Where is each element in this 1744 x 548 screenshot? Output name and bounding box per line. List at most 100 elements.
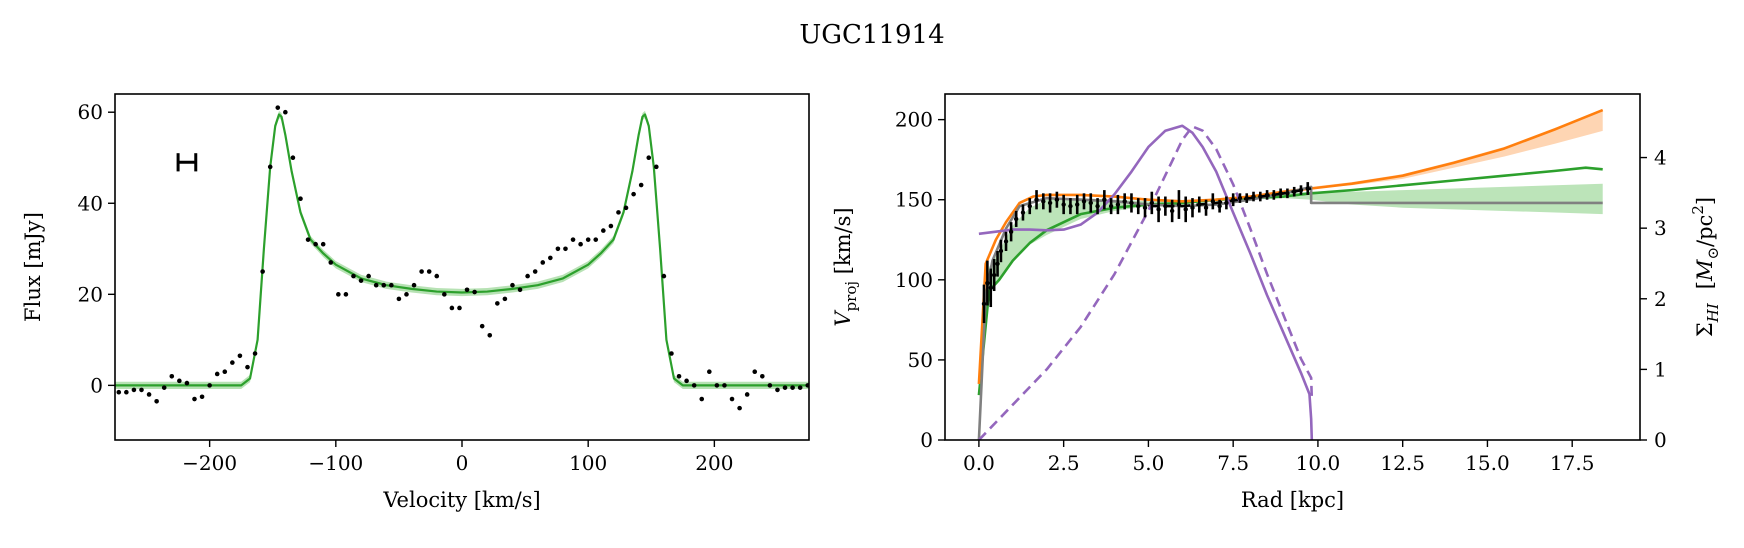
- flux-data-point: [260, 269, 265, 274]
- flux-data-point: [737, 405, 742, 411]
- flux-data-point: [555, 246, 561, 252]
- flux-data-point: [426, 269, 432, 274]
- rotation-data-point: [1136, 203, 1141, 209]
- rotation-data-point: [1156, 207, 1161, 212]
- uncertainty-band: [1311, 110, 1603, 189]
- figure-title: UGC11914: [799, 20, 945, 50]
- right-x-axis-label: Rad [kpc]: [1241, 488, 1344, 512]
- rotation-data-point: [1244, 195, 1249, 201]
- rotation-data-point: [1013, 216, 1019, 222]
- y2label-subscript: HI: [1704, 302, 1722, 323]
- flux-data-point: [252, 351, 258, 356]
- flux-data-point: [283, 109, 288, 115]
- flux-data-point: [563, 246, 568, 252]
- flux-data-point: [782, 385, 788, 390]
- rotation-data-point: [1237, 195, 1243, 201]
- y2label-unit-sup: 2: [1689, 205, 1707, 215]
- flux-data-point: [479, 323, 485, 329]
- rotation-data-point: [1190, 205, 1195, 210]
- rotation-data-point: [1230, 197, 1236, 202]
- flux-data-point: [222, 369, 228, 375]
- flux-data-point: [192, 396, 197, 402]
- left-plot-area: [115, 105, 809, 411]
- right-y-tick-label: 0: [920, 428, 933, 452]
- flux-data-point: [623, 205, 629, 211]
- rotation-data-points: [981, 182, 1310, 324]
- rotation-data-point: [1102, 197, 1107, 202]
- flux-data-point: [267, 164, 273, 170]
- right-y2-tick-label: 1: [1654, 357, 1667, 381]
- right-y-tick-label: 50: [908, 348, 933, 372]
- y2label-unit-symbol: M: [1693, 259, 1717, 282]
- right-y-tick-label: 100: [895, 268, 933, 292]
- right-x-tick-label: 7.5: [1217, 451, 1249, 475]
- right-y2-tick-label: 2: [1654, 287, 1667, 311]
- flux-data-point: [389, 282, 394, 288]
- rotation-data-point: [1095, 203, 1100, 209]
- flux-data-point: [502, 296, 508, 302]
- flux-data-point: [495, 301, 500, 306]
- rotation-data-point: [1163, 203, 1168, 209]
- flux-data-point: [510, 282, 515, 288]
- flux-data-point: [616, 210, 621, 215]
- rotation-data-point: [1047, 200, 1053, 206]
- flux-panel: −200 −100 0 100 200 0 20 40 60 Velocity [km/s] Flu…: [21, 93, 810, 512]
- flux-data-point: [154, 399, 159, 404]
- flux-data-point: [517, 287, 523, 293]
- flux-data-point: [199, 394, 205, 400]
- left-x-tick-label: 0: [456, 451, 469, 475]
- flux-data-point: [336, 292, 341, 297]
- y2label-unit-post: /pc: [1693, 215, 1717, 247]
- curve-line: [978, 124, 1314, 440]
- rotation-data-point: [1258, 194, 1263, 199]
- rotation-data-point: [1264, 192, 1270, 198]
- flux-data-point: [373, 282, 379, 288]
- rotation-data-point: [1278, 191, 1283, 196]
- rotation-data-point: [991, 272, 997, 278]
- right-y2-tick-label: 4: [1654, 146, 1667, 170]
- right-x-tick-label: 5.0: [1133, 451, 1165, 475]
- flux-data-point: [669, 351, 674, 356]
- rotation-data-point: [1169, 208, 1175, 214]
- rotation-data-point: [1129, 200, 1134, 206]
- flux-data-point: [298, 196, 303, 202]
- flux-data-point: [419, 269, 424, 274]
- flux-data-point: [540, 260, 546, 265]
- flux-data-point: [487, 332, 493, 338]
- rotation-data-point: [1210, 199, 1216, 204]
- flux-data-point: [699, 396, 705, 402]
- left-y-tick-label: 0: [90, 373, 103, 397]
- flux-data-point: [729, 396, 735, 402]
- flux-data-point: [146, 392, 152, 397]
- rotation-data-point: [1034, 197, 1039, 202]
- flux-data-point: [161, 385, 167, 390]
- rotation-data-point: [1122, 199, 1127, 204]
- flux-data-point: [578, 241, 583, 247]
- rotation-data-point: [1183, 207, 1188, 212]
- flux-data-point: [139, 387, 144, 393]
- uncertainty-band: [978, 183, 1603, 396]
- flux-data-point: [116, 389, 122, 395]
- left-x-tick-label: −100: [308, 451, 363, 475]
- y2label-unit-end: ]: [1693, 197, 1717, 205]
- rotation-data-point: [1068, 203, 1073, 209]
- rotation-data-point: [1305, 186, 1310, 191]
- flux-data-point: [790, 385, 795, 390]
- rotation-data-point: [1217, 203, 1222, 209]
- rotation-data-point: [1203, 205, 1209, 210]
- right-y2-tick-label: 0: [1654, 428, 1667, 452]
- flux-data-point: [237, 353, 243, 359]
- rotation-data-point: [1224, 200, 1229, 206]
- rotation-data-point: [1003, 239, 1009, 244]
- flux-data-point: [767, 383, 773, 388]
- flux-data-point: [684, 378, 689, 384]
- flux-data-point: [214, 371, 220, 377]
- ylabel-symbol: V: [831, 310, 855, 327]
- right-axes-frame: [944, 93, 1641, 441]
- rotation-data-point: [1061, 202, 1066, 207]
- flux-data-point: [366, 273, 371, 279]
- flux-data-point: [169, 373, 175, 379]
- flux-data-point: [744, 392, 750, 397]
- rotation-data-point: [1041, 199, 1046, 204]
- rotation-data-point: [1285, 191, 1290, 196]
